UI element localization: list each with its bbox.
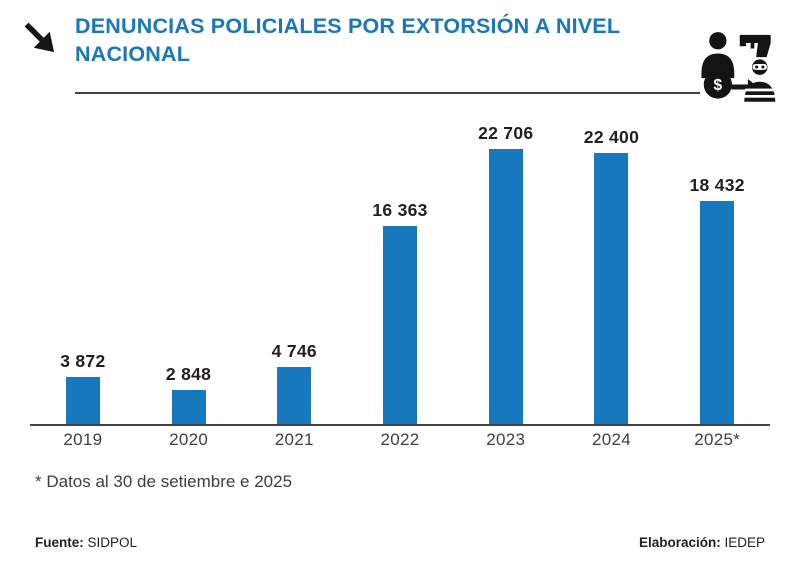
bar bbox=[488, 149, 523, 424]
bar-column: 18 432 bbox=[664, 175, 770, 424]
bar bbox=[277, 367, 312, 424]
x-axis-tick-label: 2025* bbox=[694, 430, 741, 449]
bar-column: 3 872 bbox=[30, 351, 136, 424]
bar-column: 22 400 bbox=[559, 127, 665, 424]
bar-value-label: 3 872 bbox=[60, 351, 106, 371]
bar-value-label: 2 848 bbox=[165, 364, 212, 384]
bar bbox=[594, 153, 629, 424]
source-value: SIDPOL bbox=[83, 535, 138, 550]
elaboration-credit: Elaboración: IEDEP bbox=[639, 535, 765, 550]
bar-column: 2 848 bbox=[136, 364, 242, 424]
bar bbox=[383, 226, 418, 424]
bar-column: 4 746 bbox=[241, 341, 347, 424]
elaboration-label: Elaboración: bbox=[638, 535, 721, 550]
bar bbox=[171, 390, 206, 424]
bar-chart: 3 872 2 848 4 746 16 363 22 706 22 400 18 432 bbox=[30, 120, 770, 426]
source-credit: Fuente: SIDPOL bbox=[35, 535, 137, 550]
x-axis-tick-label: 2021 bbox=[274, 430, 314, 449]
extortion-gun-moneybag-robber-icon: $ bbox=[701, 32, 776, 102]
bar-value-label: 4 746 bbox=[271, 341, 317, 361]
x-axis-tick-label: 2023 bbox=[486, 430, 526, 449]
x-axis-tick-label: 2020 bbox=[169, 430, 209, 449]
x-axis-tick-label: 2022 bbox=[380, 430, 420, 449]
x-axis-tick-label: 2019 bbox=[63, 430, 103, 449]
bar-value-label: 22 400 bbox=[583, 127, 640, 147]
footnote: * Datos al 30 de setiembre e 2025 bbox=[35, 472, 293, 491]
arrow-down-right-icon bbox=[24, 22, 55, 53]
source-label: Fuente: bbox=[35, 535, 84, 550]
x-axis-tick-label: 2024 bbox=[591, 430, 631, 449]
x-axis-labels: 2019 2020 2021 2022 2023 2024 2025* bbox=[30, 430, 770, 450]
bar-value-label: 18 432 bbox=[689, 175, 745, 195]
svg-text:$: $ bbox=[714, 77, 723, 94]
bar bbox=[65, 377, 100, 424]
title-underline bbox=[75, 92, 700, 94]
bar bbox=[700, 201, 735, 424]
bar-column: 16 363 bbox=[347, 200, 453, 424]
bar-value-label: 16 363 bbox=[372, 200, 428, 220]
elaboration-value: IEDEP bbox=[720, 535, 765, 550]
page-title: DENUNCIAS POLICIALES POR EXTORSIÓN A NIV… bbox=[75, 14, 620, 67]
bar-column: 22 706 bbox=[453, 123, 559, 424]
bar-value-label: 22 706 bbox=[478, 123, 534, 143]
